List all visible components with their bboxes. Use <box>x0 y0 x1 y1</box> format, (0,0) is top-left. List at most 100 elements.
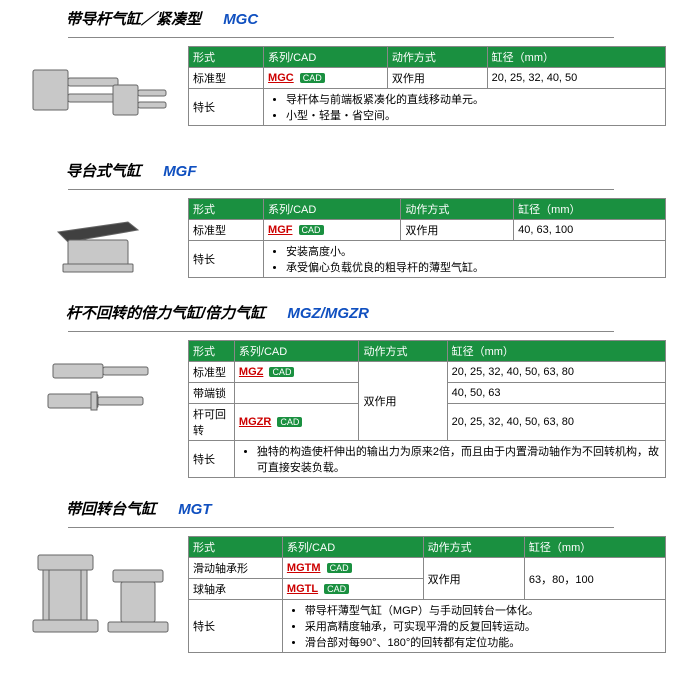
title-model: MGT <box>178 501 211 518</box>
cell-form: 标准型 <box>189 68 264 89</box>
col-action: 动作方式 <box>359 341 447 362</box>
spec-table: 形式 系列/CAD 动作方式 缸径（mm） 标准型 MGZ CAD 双作用 20… <box>188 340 666 478</box>
cell-form: 标准型 <box>189 220 264 241</box>
section-mgz: 杆不回转的倍力气缸/倍力气缸 MGZ/MGZR 形式 系列/CAD 动作方式 <box>8 302 674 478</box>
spec-table-wrap: 形式 系列/CAD 动作方式 缸径（mm） 标准型 MGF CAD 双作用 40… <box>188 198 674 278</box>
col-form: 形式 <box>189 341 235 362</box>
feat-item: 承受偏心负载优良的粗导杆的薄型气缸。 <box>286 259 661 275</box>
cell-bore: 40, 50, 63 <box>447 383 665 404</box>
cell-form: 杆可回转 <box>189 404 235 441</box>
feat-cell: 带导杆薄型气缸（MGP）与手动回转台一体化。 采用高精度轴承，可实现平滑的反复回… <box>282 600 665 653</box>
cell-form: 球轴承 <box>189 579 283 600</box>
title-model: MGZ/MGZR <box>287 305 369 322</box>
cell-series: MGC CAD <box>264 68 388 89</box>
feat-item: 小型・轻量・省空间。 <box>286 107 661 123</box>
title-model: MGF <box>163 163 196 180</box>
title-text: 带回转台气缸 <box>66 501 156 518</box>
cell-bore: 40, 63, 100 <box>514 220 666 241</box>
feat-item: 导杆体与前端板紧凑化的直线移动单元。 <box>286 91 661 107</box>
feat-label: 特长 <box>189 600 283 653</box>
product-image <box>8 340 188 444</box>
feat-cell: 导杆体与前端板紧凑化的直线移动单元。 小型・轻量・省空间。 <box>264 89 666 126</box>
cell-series: MGF CAD <box>264 220 401 241</box>
col-bore: 缸径（mm） <box>447 341 665 362</box>
section-mgc: 带导杆气缸／紧凑型 MGC 形式 系列/CAD 动作方式 <box>8 8 674 140</box>
col-form: 形式 <box>189 537 283 558</box>
series-link[interactable]: MGTL <box>287 583 318 595</box>
section-body: 形式 系列/CAD 动作方式 缸径（mm） 标准型 MGF CAD 双作用 40… <box>8 198 674 282</box>
cell-series: MGZR CAD <box>234 404 359 441</box>
series-link[interactable]: MGZR <box>239 416 271 428</box>
series-link[interactable]: MGC <box>268 72 294 84</box>
spec-table-wrap: 形式 系列/CAD 动作方式 缸径（mm） 滑动轴承形 MGTM CAD 双作用… <box>188 536 674 653</box>
table-row: 标准型 MGC CAD 双作用 20, 25, 32, 40, 50 <box>189 68 666 89</box>
col-form: 形式 <box>189 199 264 220</box>
col-series: 系列/CAD <box>264 47 388 68</box>
col-series: 系列/CAD <box>282 537 423 558</box>
spec-table-wrap: 形式 系列/CAD 动作方式 缸径（mm） 标准型 MGC CAD 双作用 20… <box>188 46 674 126</box>
cad-badge[interactable]: CAD <box>300 73 325 83</box>
cell-action: 双作用 <box>359 362 447 441</box>
feature-row: 特长 安装高度小。 承受偏心负载优良的粗导杆的薄型气缸。 <box>189 241 666 278</box>
cell-action: 双作用 <box>387 68 487 89</box>
divider <box>68 527 614 528</box>
cell-bore: 63，80，100 <box>524 558 665 600</box>
col-bore: 缸径（mm） <box>514 199 666 220</box>
cell-action: 双作用 <box>401 220 514 241</box>
cell-form: 标准型 <box>189 362 235 383</box>
product-image <box>8 46 188 140</box>
feat-label: 特长 <box>189 89 264 126</box>
title-model: MGC <box>223 11 258 28</box>
section-body: 形式 系列/CAD 动作方式 缸径（mm） 标准型 MGC CAD 双作用 20… <box>8 46 674 140</box>
cad-badge[interactable]: CAD <box>269 367 294 377</box>
product-image <box>8 536 188 645</box>
divider <box>68 189 614 190</box>
col-form: 形式 <box>189 47 264 68</box>
cell-series <box>234 383 359 404</box>
section-mgt: 带回转台气缸 MGT 形式 系列 <box>8 498 674 653</box>
col-series: 系列/CAD <box>234 341 359 362</box>
cad-badge[interactable]: CAD <box>277 417 302 427</box>
section-title: 杆不回转的倍力气缸/倍力气缸 MGZ/MGZR <box>8 302 674 323</box>
feat-cell: 独特的构造使杆伸出的输出力为原来2倍，而且由于内置滑动轴作为不回转机构，故可直接… <box>234 441 665 478</box>
spec-table: 形式 系列/CAD 动作方式 缸径（mm） 标准型 MGC CAD 双作用 20… <box>188 46 666 126</box>
series-link[interactable]: MGTM <box>287 562 321 574</box>
section-title: 带导杆气缸／紧凑型 MGC <box>8 8 674 29</box>
cell-form: 带端锁 <box>189 383 235 404</box>
feat-item: 安装高度小。 <box>286 243 661 259</box>
feature-row: 特长 带导杆薄型气缸（MGP）与手动回转台一体化。 采用高精度轴承，可实现平滑的… <box>189 600 666 653</box>
cell-bore: 20, 25, 32, 40, 50, 63, 80 <box>447 404 665 441</box>
table-row: 标准型 MGF CAD 双作用 40, 63, 100 <box>189 220 666 241</box>
section-title: 带回转台气缸 MGT <box>8 498 674 519</box>
cad-badge[interactable]: CAD <box>324 584 349 594</box>
cad-badge[interactable]: CAD <box>327 563 352 573</box>
cell-series: MGZ CAD <box>234 362 359 383</box>
spec-table: 形式 系列/CAD 动作方式 缸径（mm） 标准型 MGF CAD 双作用 40… <box>188 198 666 278</box>
col-action: 动作方式 <box>423 537 524 558</box>
divider <box>68 37 614 38</box>
cad-badge[interactable]: CAD <box>299 225 324 235</box>
product-image <box>8 198 188 282</box>
series-link[interactable]: MGZ <box>239 366 263 378</box>
cell-bore: 20, 25, 32, 40, 50, 63, 80 <box>447 362 665 383</box>
col-series: 系列/CAD <box>264 199 401 220</box>
spec-table-wrap: 形式 系列/CAD 动作方式 缸径（mm） 标准型 MGZ CAD 双作用 20… <box>188 340 674 478</box>
series-link[interactable]: MGF <box>268 224 292 236</box>
feat-item: 独特的构造使杆伸出的输出力为原来2倍，而且由于内置滑动轴作为不回转机构，故可直接… <box>257 443 661 475</box>
feat-item: 带导杆薄型气缸（MGP）与手动回转台一体化。 <box>305 602 661 618</box>
divider <box>68 331 614 332</box>
col-bore: 缸径（mm） <box>487 47 665 68</box>
feat-label: 特长 <box>189 241 264 278</box>
section-body: 形式 系列/CAD 动作方式 缸径（mm） 滑动轴承形 MGTM CAD 双作用… <box>8 536 674 653</box>
cell-action: 双作用 <box>423 558 524 600</box>
section-mgf: 导台式气缸 MGF 形式 系列/CAD 动作方式 缸径（mm） <box>8 160 674 282</box>
cell-form: 滑动轴承形 <box>189 558 283 579</box>
section-title: 导台式气缸 MGF <box>8 160 674 181</box>
title-text: 带导杆气缸／紧凑型 <box>66 11 201 28</box>
cell-series: MGTM CAD <box>282 558 423 579</box>
section-body: 形式 系列/CAD 动作方式 缸径（mm） 标准型 MGZ CAD 双作用 20… <box>8 340 674 478</box>
cell-bore: 20, 25, 32, 40, 50 <box>487 68 665 89</box>
feature-row: 特长 导杆体与前端板紧凑化的直线移动单元。 小型・轻量・省空间。 <box>189 89 666 126</box>
title-text: 杆不回转的倍力气缸/倍力气缸 <box>66 305 265 322</box>
feat-cell: 安装高度小。 承受偏心负载优良的粗导杆的薄型气缸。 <box>264 241 666 278</box>
